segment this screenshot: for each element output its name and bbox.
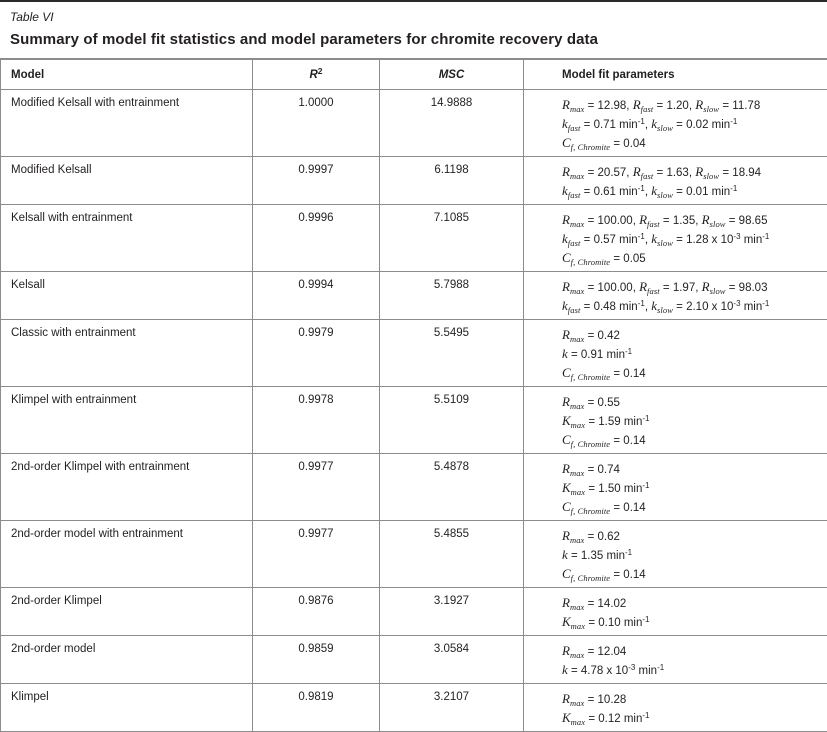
parameter-line: Rmax = 100.00, Rfast = 1.97, Rslow = 98.… — [562, 279, 768, 296]
r-squared-value-cell: 0.9819 — [252, 683, 380, 732]
r-squared-value-cell: 0.9979 — [252, 319, 380, 387]
r-squared-value-cell: 0.9978 — [252, 386, 380, 454]
model-fit-parameters-cell: Rmax = 12.98, Rfast = 1.20, Rslow = 11.7… — [523, 89, 827, 157]
model-name-cell: Classic with entrainment — [0, 319, 253, 387]
parameter-line: Kmax = 0.10 min-1 — [562, 614, 650, 631]
msc-value-cell: 7.1085 — [379, 204, 524, 272]
model-name-cell: 2nd-order model with entrainment — [0, 520, 253, 588]
parameter-line: Cf, Chromite = 0.04 — [562, 135, 646, 152]
column-header-r-squared: R2 — [252, 58, 380, 90]
model-name-cell: Modified Kelsall — [0, 156, 253, 205]
table-row: Kelsall 0.9994 5.7988 Rmax = 100.00, Rfa… — [0, 271, 827, 320]
table-header-row: Model R2 MSC Model fit parameters — [0, 58, 827, 90]
table-row: 2nd-order Klimpel with entrainment 0.997… — [0, 453, 827, 521]
parameter-line: Cf, Chromite = 0.14 — [562, 499, 646, 516]
top-divider-rule — [0, 0, 827, 2]
r-squared-value-cell: 0.9994 — [252, 271, 380, 320]
r-squared-value-cell: 0.9876 — [252, 587, 380, 636]
model-fit-parameters-cell: Rmax = 100.00, Rfast = 1.97, Rslow = 98.… — [523, 271, 827, 320]
msc-value-cell: 3.2107 — [379, 683, 524, 732]
table-row: Modified Kelsall with entrainment 1.0000… — [0, 89, 827, 157]
msc-value-cell: 14.9888 — [379, 89, 524, 157]
table-row: Modified Kelsall 0.9997 6.1198 Rmax = 20… — [0, 156, 827, 205]
parameter-line: Rmax = 14.02 — [562, 595, 627, 612]
table-body: Modified Kelsall with entrainment 1.0000… — [0, 89, 827, 732]
model-name-cell: 2nd-order Klimpel with entrainment — [0, 453, 253, 521]
parameter-line: Rmax = 0.62 — [562, 528, 620, 545]
table-row: Kelsall with entrainment 0.9996 7.1085 R… — [0, 204, 827, 272]
model-name-cell: Klimpel with entrainment — [0, 386, 253, 454]
model-fit-parameters-cell: Rmax = 10.28 Kmax = 0.12 min-1 — [523, 683, 827, 732]
parameter-line: kfast = 0.57 min-1, kslow = 1.28 x 10-3 … — [562, 231, 770, 248]
parameter-line: kfast = 0.71 min-1, kslow = 0.02 min-1 — [562, 116, 738, 133]
r-squared-value-cell: 0.9996 — [252, 204, 380, 272]
model-fit-parameters-cell: Rmax = 12.04 k = 4.78 x 10-3 min-1 — [523, 635, 827, 684]
msc-value-cell: 3.0584 — [379, 635, 524, 684]
table-title: Summary of model fit statistics and mode… — [10, 31, 599, 48]
model-name-cell: Kelsall with entrainment — [0, 204, 253, 272]
model-name-cell: 2nd-order Klimpel — [0, 587, 253, 636]
parameter-line: Rmax = 10.28 — [562, 691, 627, 708]
parameter-line: Cf, Chromite = 0.14 — [562, 566, 646, 583]
parameter-line: Cf, Chromite = 0.05 — [562, 250, 646, 267]
parameter-line: kfast = 0.61 min-1, kslow = 0.01 min-1 — [562, 183, 738, 200]
parameter-line: k = 4.78 x 10-3 min-1 — [562, 662, 665, 677]
table-row: 2nd-order model 0.9859 3.0584 Rmax = 12.… — [0, 635, 827, 684]
model-name-cell: Modified Kelsall with entrainment — [0, 89, 253, 157]
msc-value-cell: 5.7988 — [379, 271, 524, 320]
r-squared-value-cell: 0.9977 — [252, 453, 380, 521]
parameter-line: k = 0.91 min-1 — [562, 346, 633, 361]
parameter-line: Kmax = 1.50 min-1 — [562, 480, 650, 497]
parameter-line: kfast = 0.48 min-1, kslow = 2.10 x 10-3 … — [562, 298, 770, 315]
model-fit-parameters-cell: Rmax = 20.57, Rfast = 1.63, Rslow = 18.9… — [523, 156, 827, 205]
model-fit-parameters-cell: Rmax = 100.00, Rfast = 1.35, Rslow = 98.… — [523, 204, 827, 272]
table-number-label: Table VI — [10, 10, 54, 24]
msc-value-cell: 6.1198 — [379, 156, 524, 205]
parameter-line: Rmax = 0.42 — [562, 327, 620, 344]
model-fit-parameters-cell: Rmax = 0.74 Kmax = 1.50 min-1 Cf, Chromite… — [523, 453, 827, 521]
parameter-line: Rmax = 20.57, Rfast = 1.63, Rslow = 18.9… — [562, 164, 762, 181]
r-squared-value-cell: 0.9859 — [252, 635, 380, 684]
parameter-line: Rmax = 100.00, Rfast = 1.35, Rslow = 98.… — [562, 212, 768, 229]
model-name-cell: 2nd-order model — [0, 635, 253, 684]
table-row: 2nd-order Klimpel 0.9876 3.1927 Rmax = 1… — [0, 587, 827, 636]
parameter-line: Rmax = 12.98, Rfast = 1.20, Rslow = 11.7… — [562, 97, 761, 114]
column-header-msc: MSC — [379, 58, 524, 90]
msc-value-cell: 5.4855 — [379, 520, 524, 588]
column-header-model: Model — [0, 58, 253, 90]
model-fit-table: Model R2 MSC Model fit parameters Modifi… — [0, 58, 827, 732]
table-row: 2nd-order model with entrainment 0.9977 … — [0, 520, 827, 588]
model-fit-parameters-cell: Rmax = 0.55 Kmax = 1.59 min-1 Cf, Chromite… — [523, 386, 827, 454]
column-header-model-fit-parameters: Model fit parameters — [523, 58, 827, 90]
table-row: Klimpel 0.9819 3.2107 Rmax = 10.28 Kmax =… — [0, 683, 827, 732]
msc-value-cell: 5.5109 — [379, 386, 524, 454]
model-fit-parameters-cell: Rmax = 0.42 k = 0.91 min-1 Cf, Chromite = … — [523, 319, 827, 387]
table-caption: Table VI Summary of model fit statistics… — [0, 2, 827, 58]
parameter-line: Rmax = 0.74 — [562, 461, 620, 478]
msc-value-cell: 5.5495 — [379, 319, 524, 387]
r-squared-value-cell: 1.0000 — [252, 89, 380, 157]
parameter-line: Kmax = 1.59 min-1 — [562, 413, 650, 430]
msc-value-cell: 5.4878 — [379, 453, 524, 521]
table-row: Klimpel with entrainment 0.9978 5.5109 R… — [0, 386, 827, 454]
parameter-line: Cf, Chromite = 0.14 — [562, 432, 646, 449]
parameter-line: Rmax = 12.04 — [562, 643, 627, 660]
r-squared-value-cell: 0.9997 — [252, 156, 380, 205]
msc-value-cell: 3.1927 — [379, 587, 524, 636]
model-fit-parameters-cell: Rmax = 14.02 Kmax = 0.10 min-1 — [523, 587, 827, 636]
parameter-line: Rmax = 0.55 — [562, 394, 620, 411]
parameter-line: k = 1.35 min-1 — [562, 547, 633, 562]
r-squared-value-cell: 0.9977 — [252, 520, 380, 588]
model-name-cell: Klimpel — [0, 683, 253, 732]
parameter-line: Kmax = 0.12 min-1 — [562, 710, 650, 727]
parameter-line: Cf, Chromite = 0.14 — [562, 365, 646, 382]
model-name-cell: Kelsall — [0, 271, 253, 320]
table-row: Classic with entrainment 0.9979 5.5495 R… — [0, 319, 827, 387]
model-fit-parameters-cell: Rmax = 0.62 k = 1.35 min-1 Cf, Chromite = … — [523, 520, 827, 588]
